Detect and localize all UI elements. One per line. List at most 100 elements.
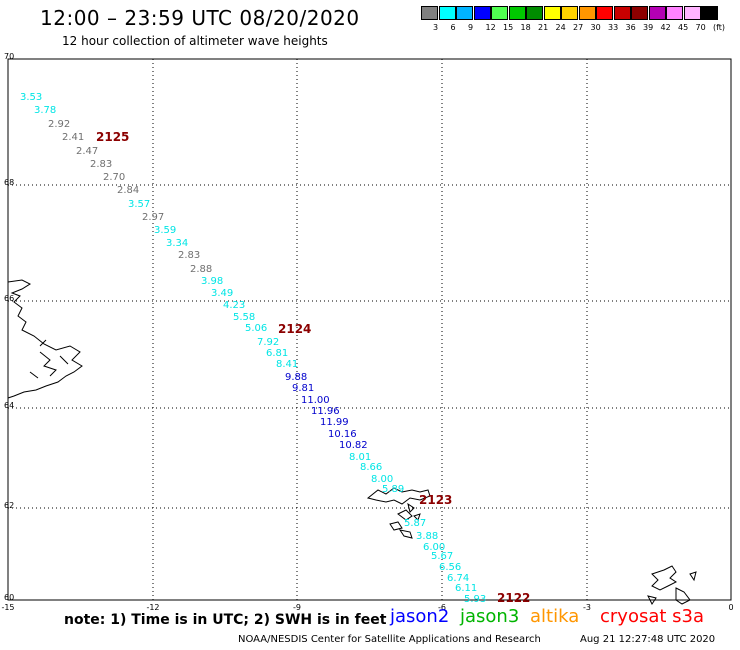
track-labels: 2125 2124 2123 2122 — [96, 130, 530, 605]
legend-swatch — [613, 6, 631, 20]
wave-height-value: 6.00 — [423, 542, 445, 553]
coastline — [7, 279, 697, 605]
latitude-label: 60 — [4, 593, 14, 602]
faroe-islands — [366, 487, 431, 505]
wave-height-value: 3.59 — [154, 225, 176, 236]
legend-label: 24 — [555, 23, 566, 32]
legend-label: 33 — [608, 23, 619, 32]
latitude-label: 68 — [4, 178, 14, 187]
legend-label: 27 — [573, 23, 584, 32]
wave-height-value: 11.96 — [311, 406, 340, 417]
legend-swatch — [631, 6, 648, 20]
wave-height-value: 5.93 — [464, 594, 486, 605]
wave-height-value: 3.78 — [34, 105, 56, 116]
wave-height-value: 3.53 — [20, 92, 42, 103]
wave-height-value: 6.11 — [455, 583, 477, 594]
wave-height-value: 5.89 — [382, 484, 404, 495]
shetland-islands — [647, 565, 697, 605]
wave-height-value: 6.56 — [439, 562, 461, 573]
wave-height-value: 8.41 — [276, 359, 298, 370]
wave-height-value: 3.57 — [128, 199, 150, 210]
wave-height-value: 5.67 — [431, 551, 453, 562]
satellite-jason3: jason3 — [460, 606, 520, 627]
satellite-cryosat-s3a: cryosat s3a — [600, 606, 705, 627]
latitude-label: 70 — [4, 52, 14, 61]
legend-swatch — [421, 6, 438, 20]
wave-height-value: 8.01 — [349, 452, 371, 463]
legend-swatch — [526, 6, 543, 20]
wave-height-value: 6.81 — [266, 348, 288, 359]
generation-timestamp: Aug 21 12:27:48 UTC 2020 — [580, 634, 716, 645]
legend-label: (ft) — [713, 23, 726, 32]
legend-swatch — [508, 6, 526, 20]
wave-height-value: 2.97 — [142, 212, 164, 223]
wave-height-value: 10.16 — [328, 429, 357, 440]
legend-label: 39 — [643, 23, 654, 32]
wave-height-value: 5.06 — [245, 323, 267, 334]
longitude-label: -3 — [583, 603, 591, 612]
wave-height-value: 10.82 — [339, 440, 368, 451]
satellite-altika: altika — [530, 606, 580, 627]
legend-label: 6 — [450, 23, 456, 32]
wave-height-value: 3.49 — [211, 288, 233, 299]
wave-height-value: 3.34 — [166, 238, 188, 249]
legend-swatch — [578, 6, 596, 20]
wave-height-value: 11.99 — [320, 417, 349, 428]
faroe-islands-2 — [389, 502, 421, 539]
wave-height-points: 3.53 3.78 2.92 2.41 2.47 2.83 2.70 2.84 3.57 2.97… — [20, 92, 486, 605]
legend-swatch — [596, 6, 613, 20]
map-subtitle: 12 hour collection of altimeter wave hei… — [62, 34, 328, 48]
credit-line: NOAA/NESDIS Center for Satellite Applica… — [238, 634, 541, 645]
wave-height-value: 3.88 — [416, 531, 438, 542]
longitude-label: -15 — [1, 603, 14, 612]
legend-label: 18 — [520, 23, 531, 32]
wave-height-value: 4.23 — [223, 300, 245, 311]
wave-height-value: 2.70 — [103, 172, 125, 183]
iceland-coast-detail — [29, 339, 69, 379]
wave-height-value: 7.92 — [257, 337, 279, 348]
map-title: 12:00 – 23:59 UTC 08/20/2020 — [40, 6, 360, 30]
legend-label: 9 — [468, 23, 474, 32]
legend-label: 70 — [695, 23, 706, 32]
legend-swatch — [648, 6, 666, 20]
legend-swatch — [473, 6, 491, 20]
wave-height-value: 6.74 — [447, 573, 469, 584]
legend-swatch — [438, 6, 456, 20]
latitude-label: 66 — [4, 294, 14, 303]
map-frame — [7, 58, 732, 601]
wave-height-value: 2.88 — [190, 264, 212, 275]
legend-swatch — [666, 6, 683, 20]
track-id-label: 2125 — [96, 130, 129, 144]
track-id-label: 2122 — [497, 591, 530, 605]
latitude-label: 64 — [4, 401, 14, 410]
wave-height-value: 2.83 — [178, 250, 200, 261]
legend-swatch — [683, 6, 701, 20]
wave-height-value: 5.87 — [404, 518, 426, 529]
footer-note: note: 1) Time is in UTC; 2) SWH is in fe… — [64, 612, 387, 628]
longitude-label: 0 — [728, 603, 733, 612]
track-id-label: 2123 — [419, 493, 452, 507]
longitude-label: -9 — [293, 603, 301, 612]
longitude-label: -6 — [438, 603, 446, 612]
track-id-label: 2124 — [278, 322, 311, 336]
wave-height-value: 3.98 — [201, 276, 223, 287]
wave-height-value: 8.00 — [371, 474, 393, 485]
legend-label: 21 — [538, 23, 549, 32]
wave-height-value: 9.81 — [292, 383, 314, 394]
wave-height-value: 2.41 — [62, 132, 84, 143]
legend-swatch — [701, 6, 718, 20]
wave-height-value: 11.00 — [301, 395, 330, 406]
satellite-jason2: jason2 — [390, 606, 450, 627]
legend-label: 3 — [433, 23, 439, 32]
wave-height-value: 2.84 — [117, 185, 139, 196]
legend-label: 12 — [485, 23, 496, 32]
legend-swatch — [456, 6, 473, 20]
legend-label: 42 — [660, 23, 671, 32]
legend-label: 45 — [678, 23, 689, 32]
longitude-label: -12 — [146, 603, 159, 612]
legend-label: 36 — [625, 23, 636, 32]
iceland-coast — [7, 279, 83, 399]
latitude-label: 62 — [4, 501, 14, 510]
legend-swatch — [491, 6, 508, 20]
